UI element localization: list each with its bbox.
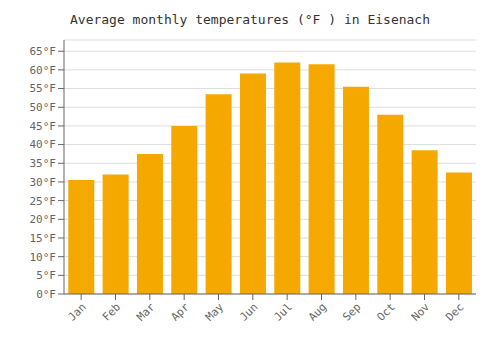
svg-text:Jul: Jul xyxy=(272,300,295,323)
svg-text:Dec: Dec xyxy=(443,300,466,323)
svg-text:Feb: Feb xyxy=(100,300,123,323)
svg-text:Aug: Aug xyxy=(306,300,329,323)
svg-text:10°F: 10°F xyxy=(30,251,57,264)
svg-text:50°F: 50°F xyxy=(30,101,57,114)
svg-text:30°F: 30°F xyxy=(30,176,57,189)
svg-text:5°F: 5°F xyxy=(36,269,56,282)
svg-text:Apr: Apr xyxy=(169,300,193,324)
svg-text:15°F: 15°F xyxy=(30,232,57,245)
svg-text:Mar: Mar xyxy=(134,300,158,324)
svg-text:Nov: Nov xyxy=(409,300,433,324)
svg-text:55°F: 55°F xyxy=(30,82,57,95)
svg-text:Oct: Oct xyxy=(375,300,398,323)
svg-text:40°F: 40°F xyxy=(30,138,57,151)
svg-text:65°F: 65°F xyxy=(30,45,57,58)
svg-text:60°F: 60°F xyxy=(30,64,57,77)
svg-text:20°F: 20°F xyxy=(30,213,57,226)
svg-text:25°F: 25°F xyxy=(30,195,57,208)
html-text:Average monthly temperatures (: Average monthly temperatures (°F ) in Ei… xyxy=(70,12,430,27)
svg-text:May: May xyxy=(203,300,227,324)
svg-text:Jun: Jun xyxy=(237,300,260,323)
svg-text:45°F: 45°F xyxy=(30,120,57,133)
svg-text:0°F: 0°F xyxy=(36,288,56,301)
svg-text:Jan: Jan xyxy=(66,300,89,323)
svg-text:35°F: 35°F xyxy=(30,157,57,170)
svg-text:Sep: Sep xyxy=(340,300,363,323)
